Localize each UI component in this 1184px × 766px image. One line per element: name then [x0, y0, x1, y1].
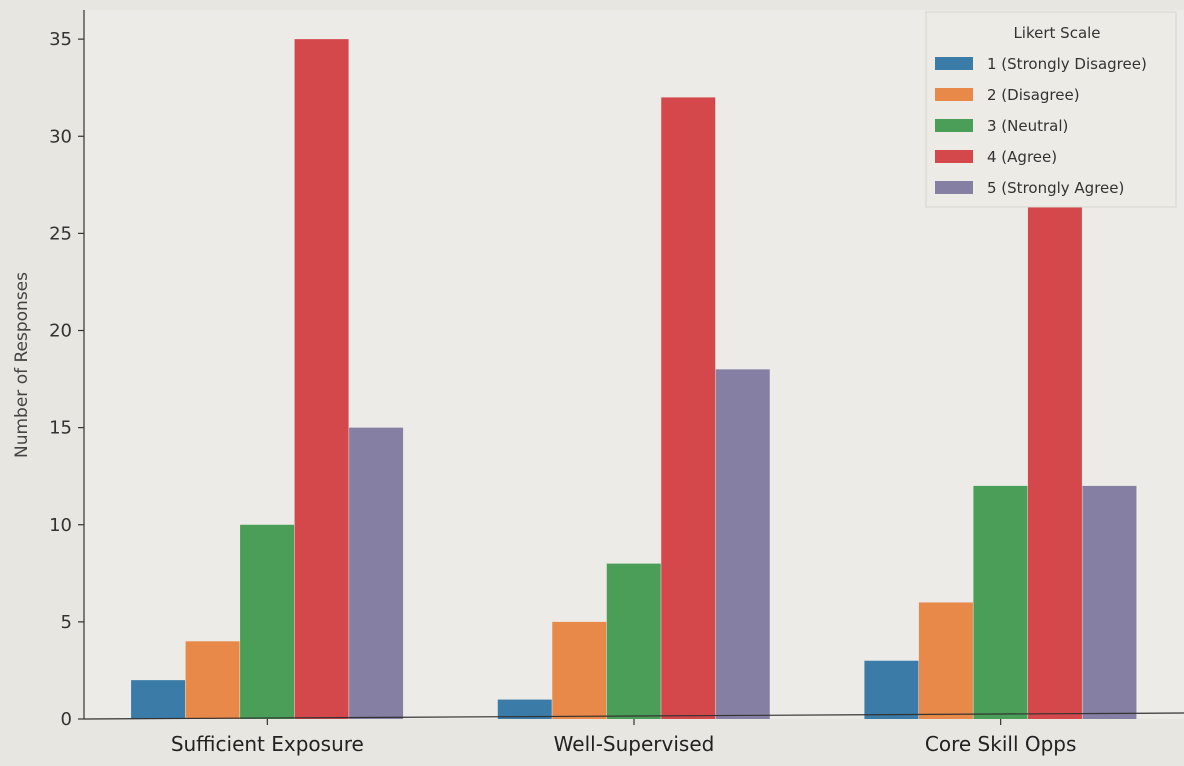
- bars-group: [131, 39, 1137, 720]
- bar: [973, 485, 1028, 719]
- y-tick-label: 20: [49, 321, 72, 342]
- bar: [661, 97, 716, 720]
- y-tick-label: 30: [49, 126, 72, 147]
- bar: [1027, 175, 1082, 719]
- legend-swatch: [935, 181, 973, 194]
- bar: [131, 680, 186, 719]
- x-tick-label: Well-Supervised: [554, 732, 715, 756]
- bar: [552, 621, 607, 719]
- legend-label: 1 (Strongly Disagree): [987, 55, 1147, 73]
- y-tick-label: 15: [49, 418, 72, 439]
- legend-label: 5 (Strongly Agree): [987, 179, 1124, 197]
- legend-title: Likert Scale: [1013, 24, 1100, 42]
- x-axis-line: [83, 712, 1184, 720]
- y-tick-label: 0: [61, 709, 72, 730]
- y-tick-label: 5: [61, 612, 72, 633]
- bar: [715, 369, 770, 719]
- bar: [864, 660, 919, 719]
- legend-box: [925, 11, 1177, 208]
- bar: [606, 563, 661, 719]
- bar: [294, 39, 349, 720]
- bar: [240, 524, 295, 719]
- y-tick-label: 35: [49, 29, 72, 50]
- legend-items: 1 (Strongly Disagree) 2 (Disagree) 3 (Neut…: [935, 55, 1147, 197]
- legend-swatch: [935, 88, 973, 101]
- legend-label: 4 (Agree): [987, 148, 1057, 166]
- x-tick-label: Core Skill Opps: [925, 732, 1077, 756]
- legend-label: 3 (Neutral): [987, 117, 1068, 135]
- legend-label: 2 (Disagree): [987, 86, 1080, 104]
- x-ticks-group: Sufficient Exposure Well-Supervised Core S…: [171, 719, 1077, 756]
- y-ticks-group: 0 5 10 15 20 25 30 35: [49, 29, 84, 730]
- bar: [918, 602, 973, 719]
- y-tick-label: 25: [49, 223, 72, 244]
- y-tick-label: 10: [49, 515, 72, 536]
- legend-swatch: [935, 119, 973, 132]
- legend-swatch: [935, 150, 973, 163]
- bar: [1082, 485, 1137, 719]
- bar: [185, 641, 240, 719]
- bar: [497, 699, 552, 719]
- x-tick-label: Sufficient Exposure: [171, 732, 364, 756]
- legend: Likert Scale 1 (Strongly Disagree) 2 (Dis…: [925, 11, 1177, 208]
- y-axis-label: Number of Responses: [12, 272, 32, 458]
- bar: [349, 427, 404, 719]
- legend-swatch: [935, 57, 973, 70]
